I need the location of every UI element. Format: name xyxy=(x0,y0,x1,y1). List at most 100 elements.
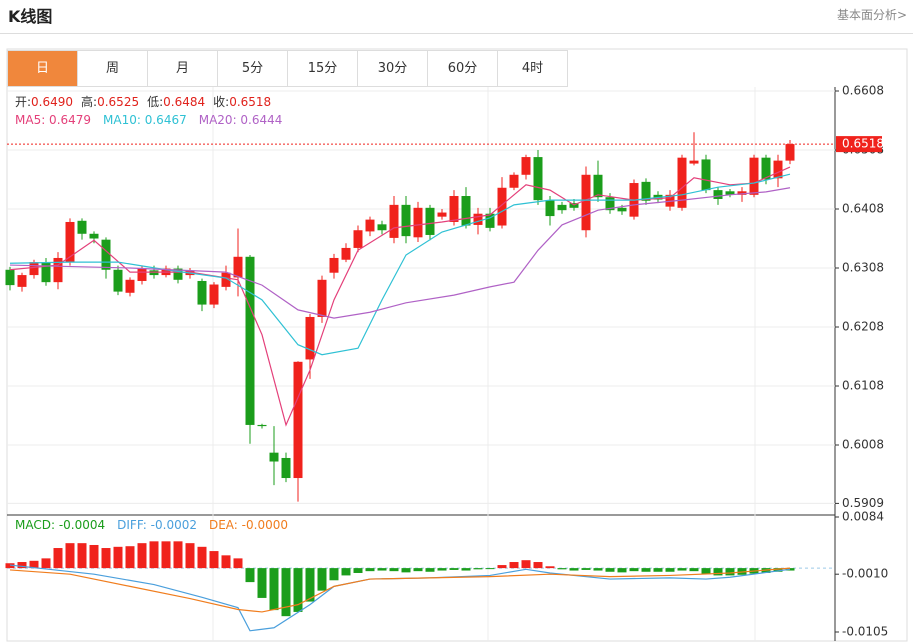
ohlc-legend: 开:0.6490 高:0.6525 低:0.6484 收:0.6518 xyxy=(15,94,271,109)
macd-bar xyxy=(605,568,615,572)
macd-bar xyxy=(137,543,147,569)
macd-bar xyxy=(77,543,87,569)
tab[interactable]: 5分 xyxy=(218,51,288,86)
macd-bar xyxy=(329,568,339,581)
macd-bar xyxy=(257,568,267,598)
candle-body xyxy=(473,213,483,225)
macd-bar xyxy=(773,568,783,572)
fundamental-link[interactable]: 基本面分析> xyxy=(836,8,907,22)
candle-body xyxy=(497,187,507,226)
legend-value: 0.6518 xyxy=(229,95,271,109)
candle-body xyxy=(509,174,519,188)
tab[interactable]: 30分 xyxy=(358,51,428,86)
macd-bar xyxy=(209,551,219,569)
legend-entry: DEA: -0.0000 xyxy=(209,518,288,532)
macd-bar xyxy=(389,568,399,572)
candle-body xyxy=(593,174,603,198)
macd-bar xyxy=(293,568,303,612)
macd-bar xyxy=(305,568,315,602)
candle-body xyxy=(209,284,219,305)
candle-body xyxy=(449,196,459,222)
candle-body xyxy=(29,262,39,276)
tab[interactable]: 15分 xyxy=(288,51,358,86)
macd-bar xyxy=(377,568,387,571)
legend-label: 开: xyxy=(15,95,31,109)
macd-bar xyxy=(689,568,699,572)
macd-bar xyxy=(533,562,543,569)
macd-bar xyxy=(341,568,351,576)
macd-bar xyxy=(725,568,735,576)
tab[interactable]: 周 xyxy=(78,51,148,86)
tab[interactable]: 日 xyxy=(8,51,78,86)
legend-entry: DIFF: -0.0002 xyxy=(117,518,197,532)
macd-bar xyxy=(233,558,243,569)
y-tick-label: -0.0010 xyxy=(842,567,888,581)
macd-bar xyxy=(497,565,507,569)
candle-body xyxy=(281,457,291,479)
macd-bar xyxy=(413,568,423,572)
candle-body xyxy=(737,191,747,195)
y-tick-label: 0.6108 xyxy=(842,378,884,392)
last-price-label: 0.6518 xyxy=(842,137,884,151)
macd-bar xyxy=(245,568,255,583)
candle-body xyxy=(617,207,627,212)
frame xyxy=(6,48,908,642)
candle-body xyxy=(689,160,699,164)
candle-body xyxy=(197,280,207,305)
candle-body xyxy=(341,247,351,260)
macd-bar xyxy=(269,568,279,611)
candle-body xyxy=(317,279,327,317)
candle-body xyxy=(125,279,135,293)
tab[interactable]: 60分 xyxy=(428,51,498,86)
macd-bar xyxy=(509,562,519,569)
legend-entry: MA5: 0.6479 xyxy=(15,113,91,127)
candle-body xyxy=(65,221,75,263)
macd-bar xyxy=(353,568,363,573)
macd-legend: MACD: -0.0004 DIFF: -0.0002 DEA: -0.0000 xyxy=(15,518,288,532)
macd-bar xyxy=(185,543,195,569)
candle-body xyxy=(233,256,243,278)
macd-bar xyxy=(425,568,435,572)
macd-bar xyxy=(617,568,627,573)
macd-bar xyxy=(713,568,723,576)
tab[interactable]: 月 xyxy=(148,51,218,86)
macd-bar xyxy=(593,568,603,571)
macd-bar xyxy=(17,562,27,569)
macd-bar xyxy=(581,568,591,570)
macd-bar xyxy=(113,546,123,569)
candle-body xyxy=(113,269,123,292)
candle-body xyxy=(485,213,495,228)
candle-body xyxy=(605,197,615,211)
macd-bar xyxy=(449,568,459,570)
candle-body xyxy=(521,157,531,175)
macd-bar xyxy=(557,568,567,570)
legend-label: 收: xyxy=(213,95,229,109)
legend-entry: MA20: 0.6444 xyxy=(199,113,283,127)
macd-bar xyxy=(149,541,159,569)
candle-body xyxy=(701,159,711,191)
candle-body xyxy=(53,257,63,283)
macd-bar xyxy=(125,546,135,569)
y-tick-label: 0.6408 xyxy=(842,201,884,215)
macd-bar xyxy=(197,546,207,569)
y-tick-label: 0.6208 xyxy=(842,319,884,333)
macd-bar xyxy=(473,568,483,570)
tab[interactable]: 4时 xyxy=(498,51,568,86)
candle-body xyxy=(425,207,435,235)
macd-bar xyxy=(629,568,639,572)
candle-body xyxy=(245,256,255,425)
macd-bar xyxy=(317,568,327,591)
candle-body xyxy=(413,207,423,238)
legend-value: 0.6525 xyxy=(97,95,139,109)
y-tick-label: 0.0084 xyxy=(842,510,884,524)
line-series xyxy=(9,173,791,356)
macd-bar xyxy=(65,543,75,569)
line-series xyxy=(9,187,791,319)
candle-body xyxy=(545,200,555,217)
legend-value: 0.6490 xyxy=(31,95,73,109)
macd-bar xyxy=(485,568,495,570)
macd-bar xyxy=(545,566,555,569)
title: K线图 xyxy=(8,7,53,26)
